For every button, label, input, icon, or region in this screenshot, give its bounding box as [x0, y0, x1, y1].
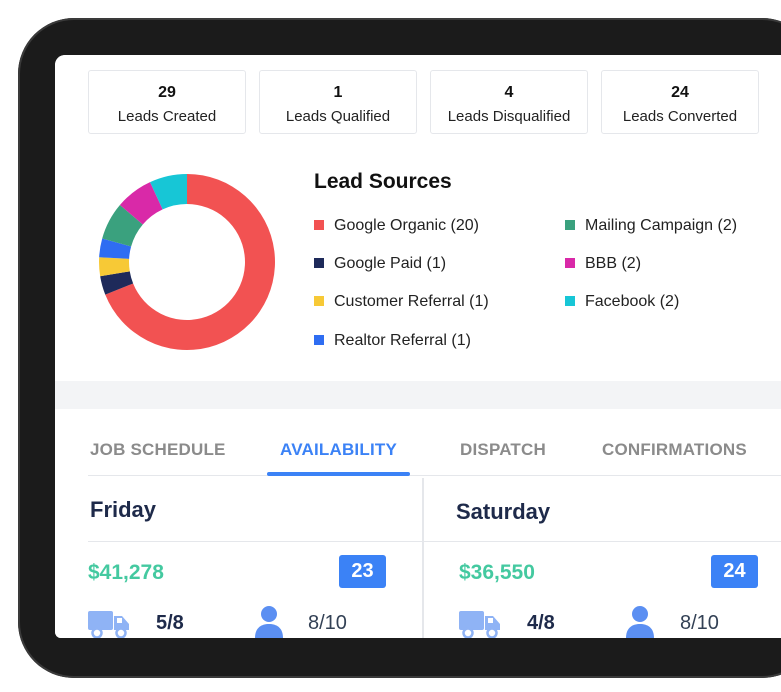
stat-card-leads-converted[interactable]: 24 Leads Converted — [601, 70, 759, 134]
stat-card-leads-qualified[interactable]: 1 Leads Qualified — [259, 70, 417, 134]
revenue-amount: $41,278 — [88, 561, 164, 584]
day-title-friday: Friday — [90, 497, 157, 522]
legend-label: Customer Referral (1) — [334, 293, 489, 310]
stat-value: 4 — [504, 84, 514, 101]
person-icon — [255, 606, 283, 638]
legend-label: Mailing Campaign (2) — [585, 217, 738, 234]
stat-label: Leads Qualified — [285, 108, 391, 125]
lead-sources-donut-chart — [99, 174, 275, 350]
tab-job-schedule[interactable]: JOB SCHEDULE — [90, 440, 226, 459]
legend-swatch — [565, 220, 575, 230]
truck-icon — [459, 611, 500, 638]
legend-item-bbb: BBB (2) — [565, 255, 641, 273]
tab-availability[interactable]: AVAILABILITY — [280, 440, 397, 459]
leads-overview-panel: 29 Leads Created 1 Leads Qualified 4 Lea… — [55, 55, 781, 381]
column-divider — [422, 478, 424, 638]
legend-label: Facebook (2) — [585, 293, 680, 310]
stat-value: 29 — [158, 84, 176, 101]
stat-label: Leads Created — [117, 108, 217, 125]
tab-confirmations[interactable]: CONFIRMATIONS — [602, 440, 747, 459]
donut-slice-facebook — [150, 174, 187, 210]
stat-value: 1 — [333, 84, 343, 101]
crew-availability: 8/10 — [680, 612, 719, 634]
legend-swatch — [314, 296, 324, 306]
legend-label: Realtor Referral (1) — [334, 332, 471, 349]
legend-label: Google Organic (20) — [334, 217, 479, 234]
revenue-amount: $36,550 — [459, 561, 535, 584]
stat-card-leads-created[interactable]: 29 Leads Created — [88, 70, 246, 134]
app-screen: 29 Leads Created 1 Leads Qualified 4 Lea… — [55, 55, 781, 638]
tab-dispatch[interactable]: DISPATCH — [460, 440, 546, 459]
day-divider — [424, 541, 781, 542]
day-divider — [88, 541, 422, 542]
legend-item-google-paid: Google Paid (1) — [314, 255, 446, 273]
job-count-badge[interactable]: 24 — [711, 555, 758, 588]
lead-sources-title: Lead Sources — [314, 170, 452, 193]
active-tab-indicator — [267, 472, 410, 476]
legend-item-facebook: Facebook (2) — [565, 293, 679, 311]
legend-item-google-organic: Google Organic (20) — [314, 217, 479, 235]
person-icon — [626, 606, 654, 638]
crew-availability: 8/10 — [308, 612, 347, 634]
job-count-badge[interactable]: 23 — [339, 555, 386, 588]
donut-slice-google-organic — [105, 174, 275, 350]
legend-item-customer-referral: Customer Referral (1) — [314, 293, 489, 311]
stat-label: Leads Converted — [622, 108, 738, 125]
legend-swatch — [565, 296, 575, 306]
legend-item-realtor-referral: Realtor Referral (1) — [314, 332, 471, 350]
donut-slice-customer-referral — [99, 257, 130, 277]
tab-divider — [88, 475, 781, 476]
donut-slice-mailing-campaign — [102, 205, 143, 247]
legend-swatch — [314, 335, 324, 345]
trucks-availability: 4/8 — [527, 612, 555, 634]
truck-icon — [88, 611, 129, 638]
legend-item-mailing-campaign: Mailing Campaign (2) — [565, 217, 737, 235]
legend-label: BBB (2) — [585, 255, 642, 272]
donut-slice-google-paid — [100, 271, 134, 295]
donut-slice-realtor-referral — [99, 238, 132, 259]
donut-slice-bbb — [119, 182, 163, 225]
trucks-availability: 5/8 — [156, 612, 184, 634]
legend-swatch — [314, 220, 324, 230]
legend-label: Google Paid (1) — [334, 255, 447, 272]
schedule-panel: JOB SCHEDULE AVAILABILITY DISPATCH CONFI… — [55, 409, 781, 638]
stat-card-leads-disqualified[interactable]: 4 Leads Disqualified — [430, 70, 588, 134]
day-title-saturday: Saturday — [456, 499, 551, 524]
legend-swatch — [565, 258, 575, 268]
stat-value: 24 — [671, 84, 689, 101]
stat-label: Leads Disqualified — [447, 108, 571, 125]
legend-swatch — [314, 258, 324, 268]
